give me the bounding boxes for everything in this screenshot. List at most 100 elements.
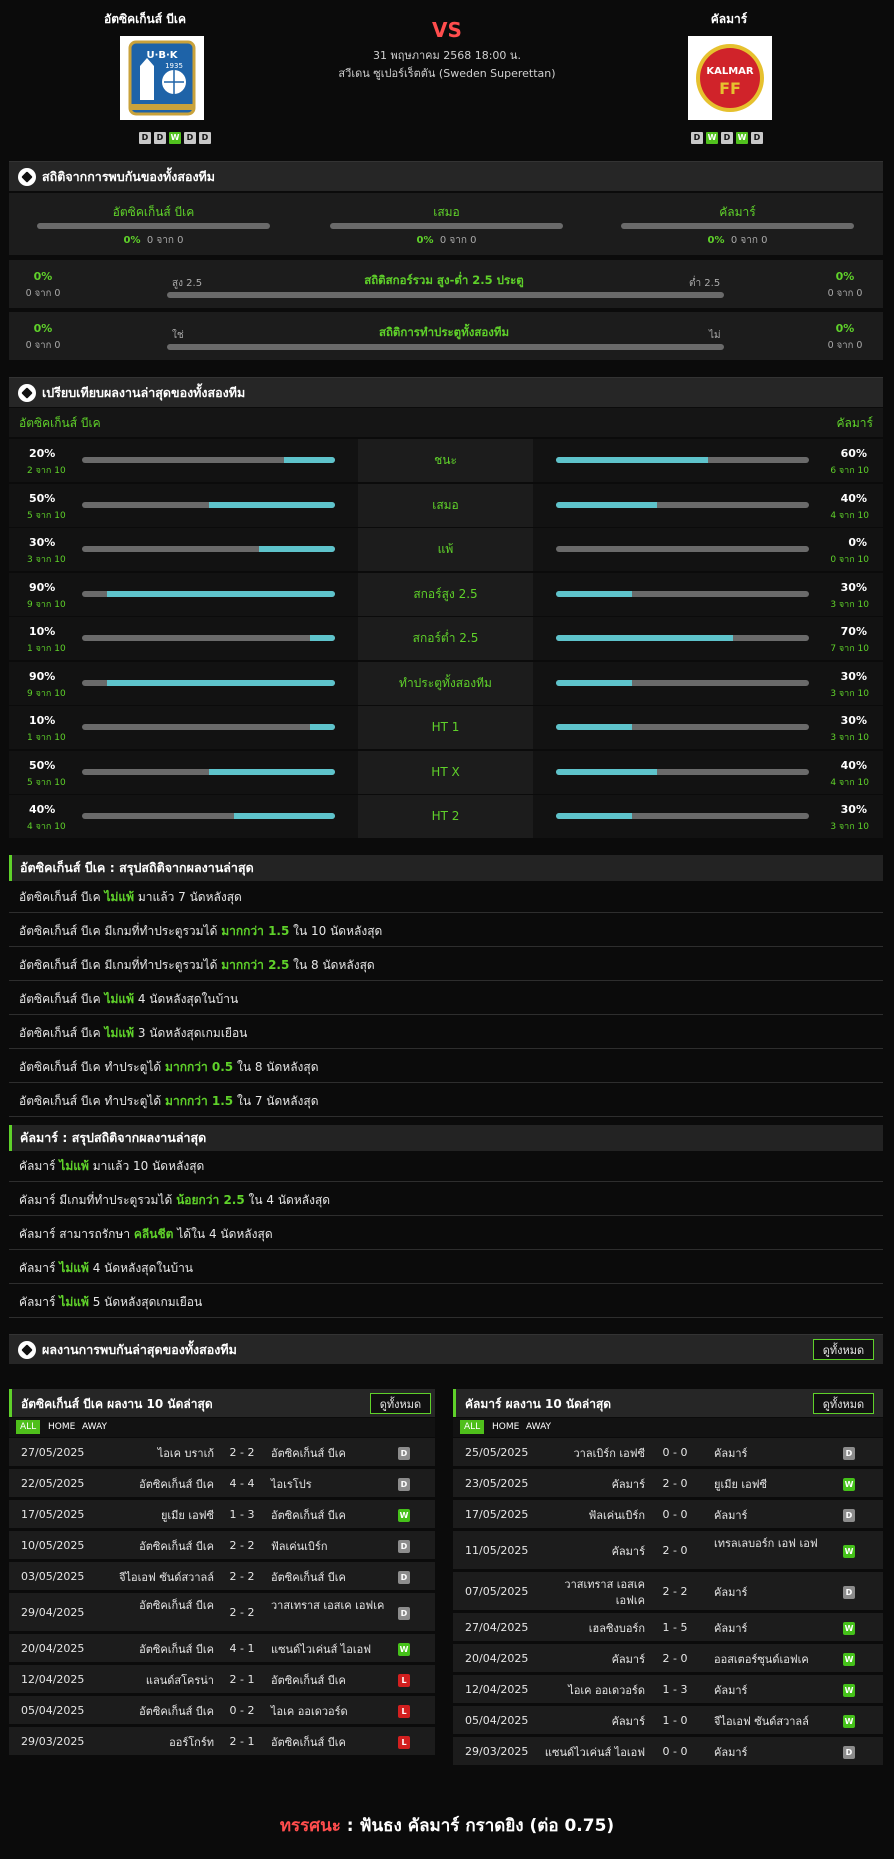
result-home-team[interactable]: ไอเค บราเก้	[157, 1447, 214, 1460]
result-score: 1 - 0	[662, 1714, 688, 1727]
away-results-row[interactable]: 07/05/2025 วาสเทราส เอสเค เอฟเค 2 - 2 คัลมา…	[453, 1572, 883, 1612]
result-away-team[interactable]: อัตซิคเก็นส์ บีเค	[271, 1509, 346, 1522]
away-tab-all[interactable]: ALL	[460, 1420, 485, 1434]
home-results-row[interactable]: 10/05/2025 อัตซิคเก็นส์ บีเค 2 - 2 ฟัลเค่นเ…	[9, 1531, 435, 1561]
home-results-row[interactable]: 27/05/2025 ไอเค บราเก้ 2 - 2 อัตซิคเก็นส์ บ…	[9, 1438, 435, 1468]
away-results-view-all-button[interactable]: ดูทั้งหมด	[813, 1393, 874, 1414]
h2h-away-label: คัลมาร์	[719, 205, 756, 219]
result-away-team[interactable]: เทรลเลบอร์ก เอฟ เอฟ	[714, 1537, 818, 1550]
home-form-badge: D	[199, 132, 211, 144]
result-away-team[interactable]: ออสเตอร์ซุนด์เอฟเค	[714, 1653, 809, 1666]
compare-home-bar	[82, 590, 335, 597]
away-results-row[interactable]: 11/05/2025 คัลมาร์ 2 - 0 เทรลเลบอร์ก เอฟ เอ…	[453, 1531, 883, 1571]
result-home-team[interactable]: แซนด์ไวเค่นส์ ไอเอฟ	[544, 1746, 645, 1759]
home-team-logo[interactable]: U·B·K 1935	[120, 36, 204, 120]
home-results-row[interactable]: 20/04/2025 อัตซิคเก็นส์ บีเค 4 - 1 แซนด์ไวเ…	[9, 1634, 435, 1664]
away-tab-away[interactable]: AWAY	[526, 1422, 552, 1432]
home-tab-away[interactable]: AWAY	[82, 1422, 108, 1432]
summary-text: ใน 4 นัดหลังสุด	[244, 1193, 331, 1207]
result-away-team[interactable]: คัลมาร์	[714, 1684, 748, 1697]
result-home-team[interactable]: คัลมาร์	[611, 1478, 645, 1491]
recent-h2h-view-all-button[interactable]: ดูทั้งหมด	[813, 1339, 874, 1360]
home-team-name[interactable]: อัตซิคเก็นส์ บีเค	[104, 12, 186, 26]
summary-text: อัตซิคเก็นส์ บีเค ทำประตูได้	[19, 1094, 166, 1108]
result-home-team[interactable]: ออร์โกร์ท	[169, 1736, 214, 1749]
away-team-logo[interactable]: KALMAR FF	[688, 36, 772, 120]
result-home-team[interactable]: เฮลซิงบอร์ก	[588, 1622, 645, 1635]
home-results-row[interactable]: 03/05/2025 จีไอเอฟ ซันด์สวาลล์ 2 - 2 อัตซิค…	[9, 1562, 435, 1592]
compare-away-bar	[556, 457, 809, 463]
result-home-team[interactable]: คัลมาร์	[611, 1715, 645, 1728]
result-away-team[interactable]: คัลมาร์	[714, 1447, 748, 1460]
result-date: 11/05/2025	[465, 1544, 529, 1557]
result-home-team[interactable]: แลนด์สโครน่า	[145, 1674, 214, 1687]
result-home-team[interactable]: ยูเมีย เอฟซี	[160, 1509, 214, 1522]
summary-text: มาแล้ว 10 นัดหลังสุด	[88, 1159, 205, 1173]
result-away-team[interactable]: อัตซิคเก็นส์ บีเค	[271, 1447, 346, 1460]
result-home-team[interactable]: อัตซิคเก็นส์ บีเค	[139, 1705, 214, 1718]
btts-left-count: 0 จาก 0	[25, 340, 61, 351]
result-home-team[interactable]: คัลมาร์	[611, 1545, 645, 1558]
highlight-text: ไม่แพ้	[59, 1159, 89, 1173]
result-away-team[interactable]: อัตซิคเก็นส์ บีเค	[271, 1571, 346, 1584]
away-results-row[interactable]: 05/04/2025 คัลมาร์ 1 - 0 จีไอเอฟ ซันด์สวาลล…	[453, 1706, 883, 1736]
away-results-row[interactable]: 20/04/2025 คัลมาร์ 2 - 0 ออสเตอร์ซุนด์เอฟเค…	[453, 1644, 883, 1674]
home-results-row[interactable]: 05/04/2025 อัตซิคเก็นส์ บีเค 0 - 2 ไอเค ออเ…	[9, 1696, 435, 1726]
home-results-row[interactable]: 29/04/2025 อัตซิคเก็นส์ บีเค 2 - 2 วาสเทราส…	[9, 1593, 435, 1633]
result-badge: L	[398, 1705, 410, 1718]
highlight-text: มากกว่า 1.5	[165, 1094, 234, 1108]
result-home-team[interactable]: ฟัลเค่นเบิร์ก	[588, 1509, 645, 1522]
result-home-team[interactable]: คัลมาร์	[611, 1653, 645, 1666]
home-results-view-all-button[interactable]: ดูทั้งหมด	[370, 1393, 431, 1414]
result-away-team[interactable]: ยูเมีย เอฟซี	[714, 1478, 768, 1491]
highlight-text: ไม่แพ้	[104, 890, 135, 904]
result-away-team[interactable]: จีไอเอฟ ซันด์สวาลล์	[714, 1715, 809, 1728]
result-away-team[interactable]: ไอเค ออเดวอร์ด	[271, 1705, 348, 1718]
result-date: 03/05/2025	[21, 1570, 85, 1583]
result-home-team[interactable]: จีไอเอฟ ซันด์สวาลล์	[119, 1571, 214, 1584]
result-away-team[interactable]: อัตซิคเก็นส์ บีเค	[271, 1736, 346, 1749]
highlight-text: มากกว่า 0.5	[165, 1060, 234, 1074]
away-results-row[interactable]: 29/03/2025 แซนด์ไวเค่นส์ ไอเอฟ 0 - 0 คัลมาร…	[453, 1737, 883, 1767]
result-away-team[interactable]: ฟัลเค่นเบิร์ก	[271, 1540, 328, 1553]
home-results-row[interactable]: 22/05/2025 อัตซิคเก็นส์ บีเค 4 - 4 ไอเรโปร D	[9, 1469, 435, 1499]
home-results-row[interactable]: 12/04/2025 แลนด์สโครน่า 2 - 1 อัตซิคเก็นส์ …	[9, 1665, 435, 1695]
result-away-team[interactable]: คัลมาร์	[714, 1586, 748, 1599]
result-home-team[interactable]: ไอเค ออเดวอร์ด	[568, 1684, 645, 1697]
result-away-team[interactable]: ไอเรโปร	[271, 1478, 312, 1491]
result-score: 1 - 5	[662, 1621, 688, 1634]
away-results-row[interactable]: 23/05/2025 คัลมาร์ 2 - 0 ยูเมีย เอฟซี W	[453, 1469, 883, 1499]
away-results-title: คัลมาร์ ผลงาน 10 นัดล่าสุด	[465, 1397, 612, 1411]
away-tab-home[interactable]: HOME	[492, 1422, 520, 1432]
away-results-row[interactable]: 25/05/2025 วาลเบิร์ก เอฟซี 0 - 0 คัลมาร์ D	[453, 1438, 883, 1468]
home-tab-home[interactable]: HOME	[48, 1422, 76, 1432]
result-away-team[interactable]: วาสเทราส เอสเค เอฟเค	[271, 1599, 385, 1612]
away-results-row[interactable]: 17/05/2025 ฟัลเค่นเบิร์ก 0 - 0 คัลมาร์ D	[453, 1500, 883, 1530]
recent-h2h-title: ผลงานการพบกันล่าสุดของทั้งสองทีม	[42, 1341, 237, 1357]
verdict-label: ทรรศนะ	[279, 1816, 341, 1836]
result-score: 1 - 3	[229, 1508, 255, 1521]
ou-left-count: 0 จาก 0	[25, 288, 61, 299]
compare-row-label: แพ้	[358, 528, 533, 571]
result-home-team[interactable]: วาสเทราส เอสเค เอฟเค	[564, 1578, 645, 1607]
result-home-team[interactable]: อัตซิคเก็นส์ บีเค	[139, 1478, 214, 1491]
result-away-team[interactable]: คัลมาร์	[714, 1622, 748, 1635]
result-away-team[interactable]: อัตซิคเก็นส์ บีเค	[271, 1674, 346, 1687]
home-tab-all[interactable]: ALL	[16, 1420, 41, 1434]
result-home-team[interactable]: วาลเบิร์ก เอฟซี	[573, 1447, 645, 1460]
home-results-row[interactable]: 29/03/2025 ออร์โกร์ท 2 - 1 อัตซิคเก็นส์ บีเ…	[9, 1727, 435, 1757]
result-away-team[interactable]: แซนด์ไวเค่นส์ ไอเอฟ	[271, 1643, 372, 1656]
result-home-team[interactable]: อัตซิคเก็นส์ บีเค	[139, 1540, 214, 1553]
btts-bar	[167, 344, 724, 350]
compare-away-bar	[556, 724, 809, 730]
away-results-row[interactable]: 12/04/2025 ไอเค ออเดวอร์ด 1 - 3 คัลมาร์ W	[453, 1675, 883, 1705]
result-away-team[interactable]: คัลมาร์	[714, 1509, 748, 1522]
result-score: 2 - 0	[662, 1544, 688, 1557]
result-away-team[interactable]: คัลมาร์	[714, 1746, 748, 1759]
home-results-row[interactable]: 17/05/2025 ยูเมีย เอฟซี 1 - 3 อัตซิคเก็นส์ …	[9, 1500, 435, 1530]
result-home-team[interactable]: อัตซิคเก็นส์ บีเค	[139, 1643, 214, 1656]
result-home-team[interactable]: อัตซิคเก็นส์ บีเค	[139, 1599, 214, 1612]
away-results-row[interactable]: 27/04/2025 เฮลซิงบอร์ก 1 - 5 คัลมาร์ W	[453, 1613, 883, 1643]
compare-home-bar	[82, 457, 335, 463]
away-team-name[interactable]: คัลมาร์	[710, 12, 748, 26]
